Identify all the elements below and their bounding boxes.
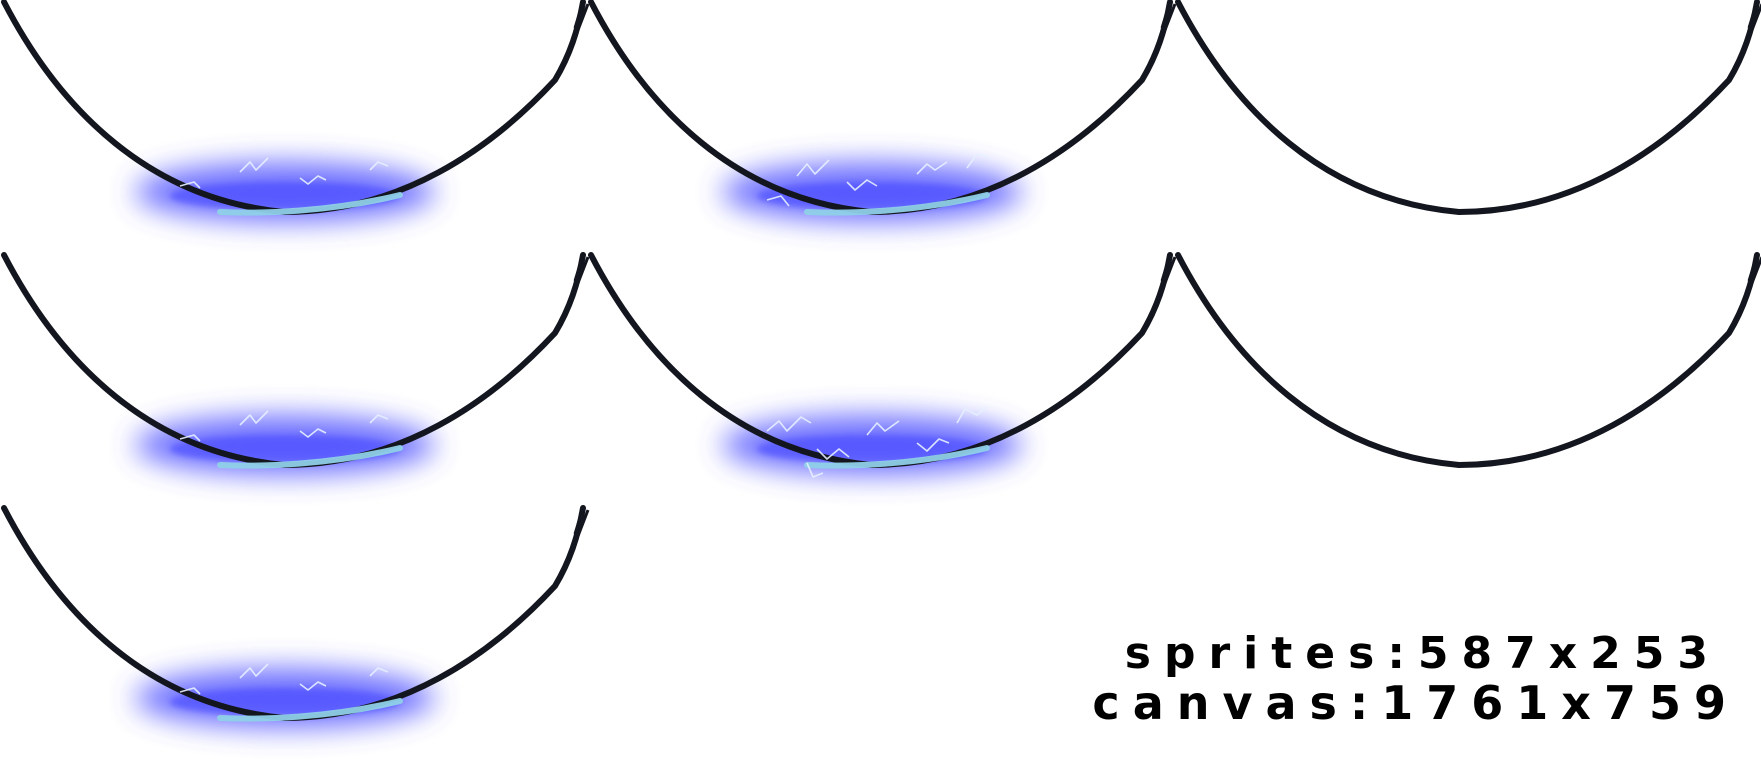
cord-tip bbox=[573, 254, 590, 284]
lightning-spark bbox=[956, 406, 988, 424]
cord-tip bbox=[1747, 1, 1761, 31]
sprite-frame-1 bbox=[1, 0, 590, 222]
cord-outline bbox=[1175, 252, 1760, 469]
frames-layer bbox=[1, 0, 1761, 728]
canvas-size-label: canvas:1761x759 bbox=[1092, 676, 1739, 730]
energy-core bbox=[217, 445, 403, 469]
sprite-size-label: sprites:587x253 bbox=[1124, 628, 1721, 679]
cord-tip bbox=[573, 507, 590, 537]
energy-core bbox=[804, 445, 990, 469]
sprite-frame-2 bbox=[588, 0, 1177, 222]
sprite-frame-3 bbox=[1175, 0, 1761, 216]
lightning-spark bbox=[796, 159, 830, 177]
lightning-spark bbox=[369, 667, 389, 677]
lightning-spark bbox=[369, 414, 389, 424]
sprite-frame-4 bbox=[1, 252, 590, 475]
lightning-spark bbox=[239, 157, 269, 173]
lightning-spark bbox=[966, 153, 990, 169]
lightning-spark bbox=[239, 410, 269, 426]
lightning-spark bbox=[916, 438, 950, 452]
lightning-spark bbox=[299, 175, 327, 185]
energy-core bbox=[217, 192, 403, 216]
energy-core bbox=[804, 192, 990, 216]
lightning-spark bbox=[766, 195, 790, 207]
lightning-spark bbox=[299, 428, 327, 438]
lightning-spark bbox=[179, 181, 201, 189]
cord-tip bbox=[1747, 254, 1761, 284]
sprite-frame-7 bbox=[1, 505, 590, 728]
sprite-frame-6 bbox=[1175, 252, 1761, 469]
lightning-spark bbox=[866, 420, 900, 436]
lightning-spark bbox=[766, 416, 812, 432]
lightning-spark bbox=[816, 448, 850, 460]
cord-tip bbox=[573, 1, 590, 31]
lightning-spark bbox=[179, 434, 201, 442]
lightning-spark bbox=[846, 179, 878, 191]
lightning-spark bbox=[916, 161, 948, 175]
cord-tip bbox=[1160, 1, 1177, 31]
lightning-spark bbox=[179, 687, 201, 695]
energy-core bbox=[217, 698, 403, 722]
lightning-spark bbox=[299, 681, 327, 691]
lightning-spark bbox=[239, 663, 269, 679]
cord-tip bbox=[1160, 254, 1177, 284]
sprite-frame-5 bbox=[588, 252, 1177, 478]
lightning-spark bbox=[806, 462, 824, 478]
cord-outline bbox=[1175, 0, 1760, 216]
lightning-spark bbox=[369, 161, 389, 171]
